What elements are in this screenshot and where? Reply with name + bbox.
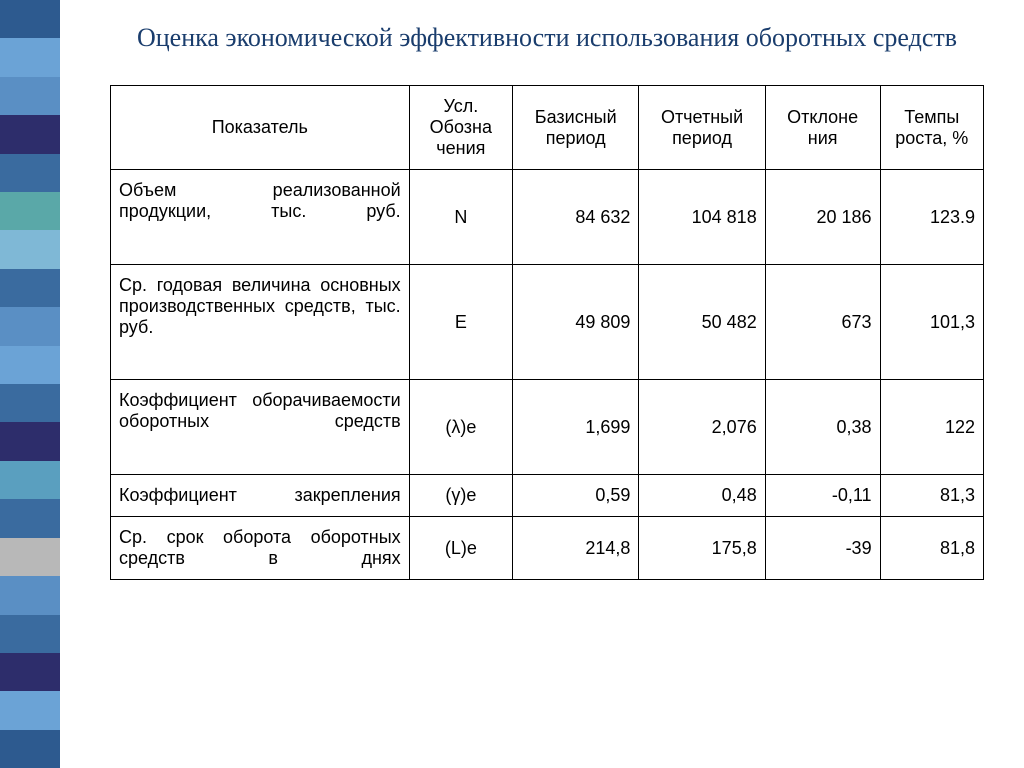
sidebar-stripe bbox=[0, 0, 60, 38]
cell-base: 214,8 bbox=[513, 517, 639, 580]
sidebar-stripe bbox=[0, 38, 60, 76]
sidebar-stripe bbox=[0, 499, 60, 537]
col-deviation: Отклоне ния bbox=[765, 86, 880, 170]
cell-report: 0,48 bbox=[639, 475, 765, 517]
cell-rate: 123.9 bbox=[880, 170, 983, 265]
cell-label: Ср. годовая величина основных производст… bbox=[111, 265, 410, 380]
sidebar-stripe bbox=[0, 384, 60, 422]
sidebar-stripe bbox=[0, 346, 60, 384]
data-table: Показатель Усл. Обозна чения Базисный пе… bbox=[110, 85, 984, 580]
sidebar-stripe bbox=[0, 77, 60, 115]
table-row: Ср. годовая величина основных производст… bbox=[111, 265, 984, 380]
cell-label: Коэффициент оборачиваемости оборотных ср… bbox=[111, 380, 410, 475]
cell-dev: 20 186 bbox=[765, 170, 880, 265]
cell-base: 49 809 bbox=[513, 265, 639, 380]
table-row: Объем реализованной продукции, тыс. руб.… bbox=[111, 170, 984, 265]
sidebar-stripe bbox=[0, 230, 60, 268]
decorative-sidebar bbox=[0, 0, 60, 768]
col-report: Отчетный период bbox=[639, 86, 765, 170]
cell-dev: -39 bbox=[765, 517, 880, 580]
table-row: Коэффициент закрепления(γ)е0,590,48-0,11… bbox=[111, 475, 984, 517]
sidebar-stripe bbox=[0, 576, 60, 614]
col-base: Базисный период bbox=[513, 86, 639, 170]
cell-base: 84 632 bbox=[513, 170, 639, 265]
col-indicator: Показатель bbox=[111, 86, 410, 170]
cell-symbol: Е bbox=[409, 265, 512, 380]
sidebar-stripe bbox=[0, 691, 60, 729]
sidebar-stripe bbox=[0, 422, 60, 460]
sidebar-stripe bbox=[0, 154, 60, 192]
cell-dev: 673 bbox=[765, 265, 880, 380]
cell-rate: 81,3 bbox=[880, 475, 983, 517]
sidebar-stripe bbox=[0, 115, 60, 153]
sidebar-stripe bbox=[0, 192, 60, 230]
table-row: Коэффициент оборачиваемости оборотных ср… bbox=[111, 380, 984, 475]
cell-base: 1,699 bbox=[513, 380, 639, 475]
sidebar-stripe bbox=[0, 307, 60, 345]
cell-label: Коэффициент закрепления bbox=[111, 475, 410, 517]
cell-dev: -0,11 bbox=[765, 475, 880, 517]
sidebar-stripe bbox=[0, 269, 60, 307]
sidebar-stripe bbox=[0, 653, 60, 691]
cell-base: 0,59 bbox=[513, 475, 639, 517]
table-row: Ср. срок оборота оборотных средств в дня… bbox=[111, 517, 984, 580]
cell-label: Объем реализованной продукции, тыс. руб. bbox=[111, 170, 410, 265]
cell-rate: 101,3 bbox=[880, 265, 983, 380]
cell-report: 104 818 bbox=[639, 170, 765, 265]
sidebar-stripe bbox=[0, 461, 60, 499]
cell-label: Ср. срок оборота оборотных средств в дня… bbox=[111, 517, 410, 580]
cell-report: 50 482 bbox=[639, 265, 765, 380]
cell-symbol: (L)е bbox=[409, 517, 512, 580]
cell-report: 2,076 bbox=[639, 380, 765, 475]
table-header-row: Показатель Усл. Обозна чения Базисный пе… bbox=[111, 86, 984, 170]
slide-title: Оценка экономической эффективности испол… bbox=[110, 20, 984, 55]
col-symbol: Усл. Обозна чения bbox=[409, 86, 512, 170]
cell-rate: 122 bbox=[880, 380, 983, 475]
cell-symbol: (γ)е bbox=[409, 475, 512, 517]
sidebar-stripe bbox=[0, 538, 60, 576]
cell-symbol: N bbox=[409, 170, 512, 265]
sidebar-stripe bbox=[0, 730, 60, 768]
cell-report: 175,8 bbox=[639, 517, 765, 580]
sidebar-stripe bbox=[0, 615, 60, 653]
cell-dev: 0,38 bbox=[765, 380, 880, 475]
cell-rate: 81,8 bbox=[880, 517, 983, 580]
cell-symbol: (λ)е bbox=[409, 380, 512, 475]
col-rate: Темпы роста, % bbox=[880, 86, 983, 170]
slide-content: Оценка экономической эффективности испол… bbox=[60, 0, 1024, 768]
